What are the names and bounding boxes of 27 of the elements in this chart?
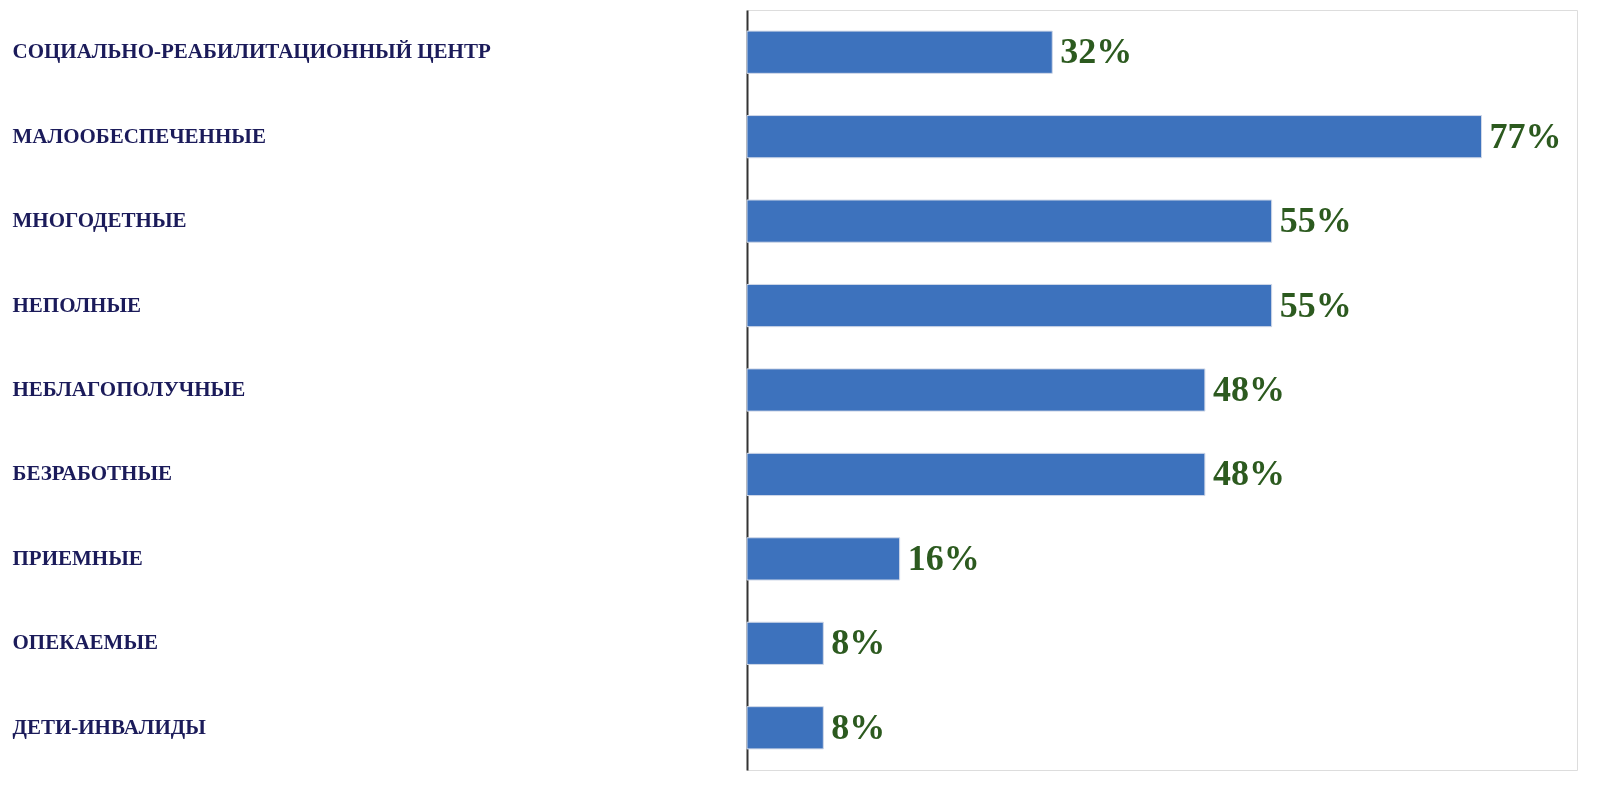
data-label: 8%	[831, 706, 886, 747]
bar	[746, 621, 824, 665]
y-tick-label: НЕПОЛНЫЕ	[12, 292, 142, 317]
y-tick-label: НЕБЛАГОПОЛУЧНЫЕ	[12, 377, 246, 401]
bar	[746, 537, 901, 581]
y-tick-label: МНОГОДЕТНЫЕ	[12, 208, 187, 233]
data-label: 55%	[1279, 284, 1352, 325]
y-tick-label: БЕЗРАБОТНЫЕ	[12, 461, 173, 486]
data-label: 48%	[1212, 453, 1285, 494]
y-tick-label: ОПЕКАЕМЫЕ	[12, 630, 159, 655]
data-label: 32%	[1060, 31, 1133, 72]
data-label: 8%	[831, 622, 886, 663]
bar	[746, 283, 1273, 328]
data-label: 16%	[907, 537, 980, 578]
y-tick-label: ДЕТИ-ИНВАЛИДЫ	[12, 714, 207, 739]
bar	[746, 30, 1053, 74]
bar	[746, 368, 1206, 412]
data-label: 77%	[1489, 115, 1562, 156]
bar	[746, 199, 1273, 243]
y-tick-label: СОЦИАЛЬНО-РЕАБИЛИТАЦИОННЫЙ ЦЕНТР	[12, 39, 491, 64]
data-label: 55%	[1279, 200, 1352, 241]
bar	[746, 452, 1206, 497]
bar	[746, 706, 824, 750]
data-label: 48%	[1212, 369, 1285, 409]
y-tick-label: МАЛООБЕСПЕЧЕННЫЕ	[12, 123, 266, 148]
y-tick-label: ПРИЕМНЫЕ	[12, 545, 143, 570]
bar	[746, 115, 1483, 159]
